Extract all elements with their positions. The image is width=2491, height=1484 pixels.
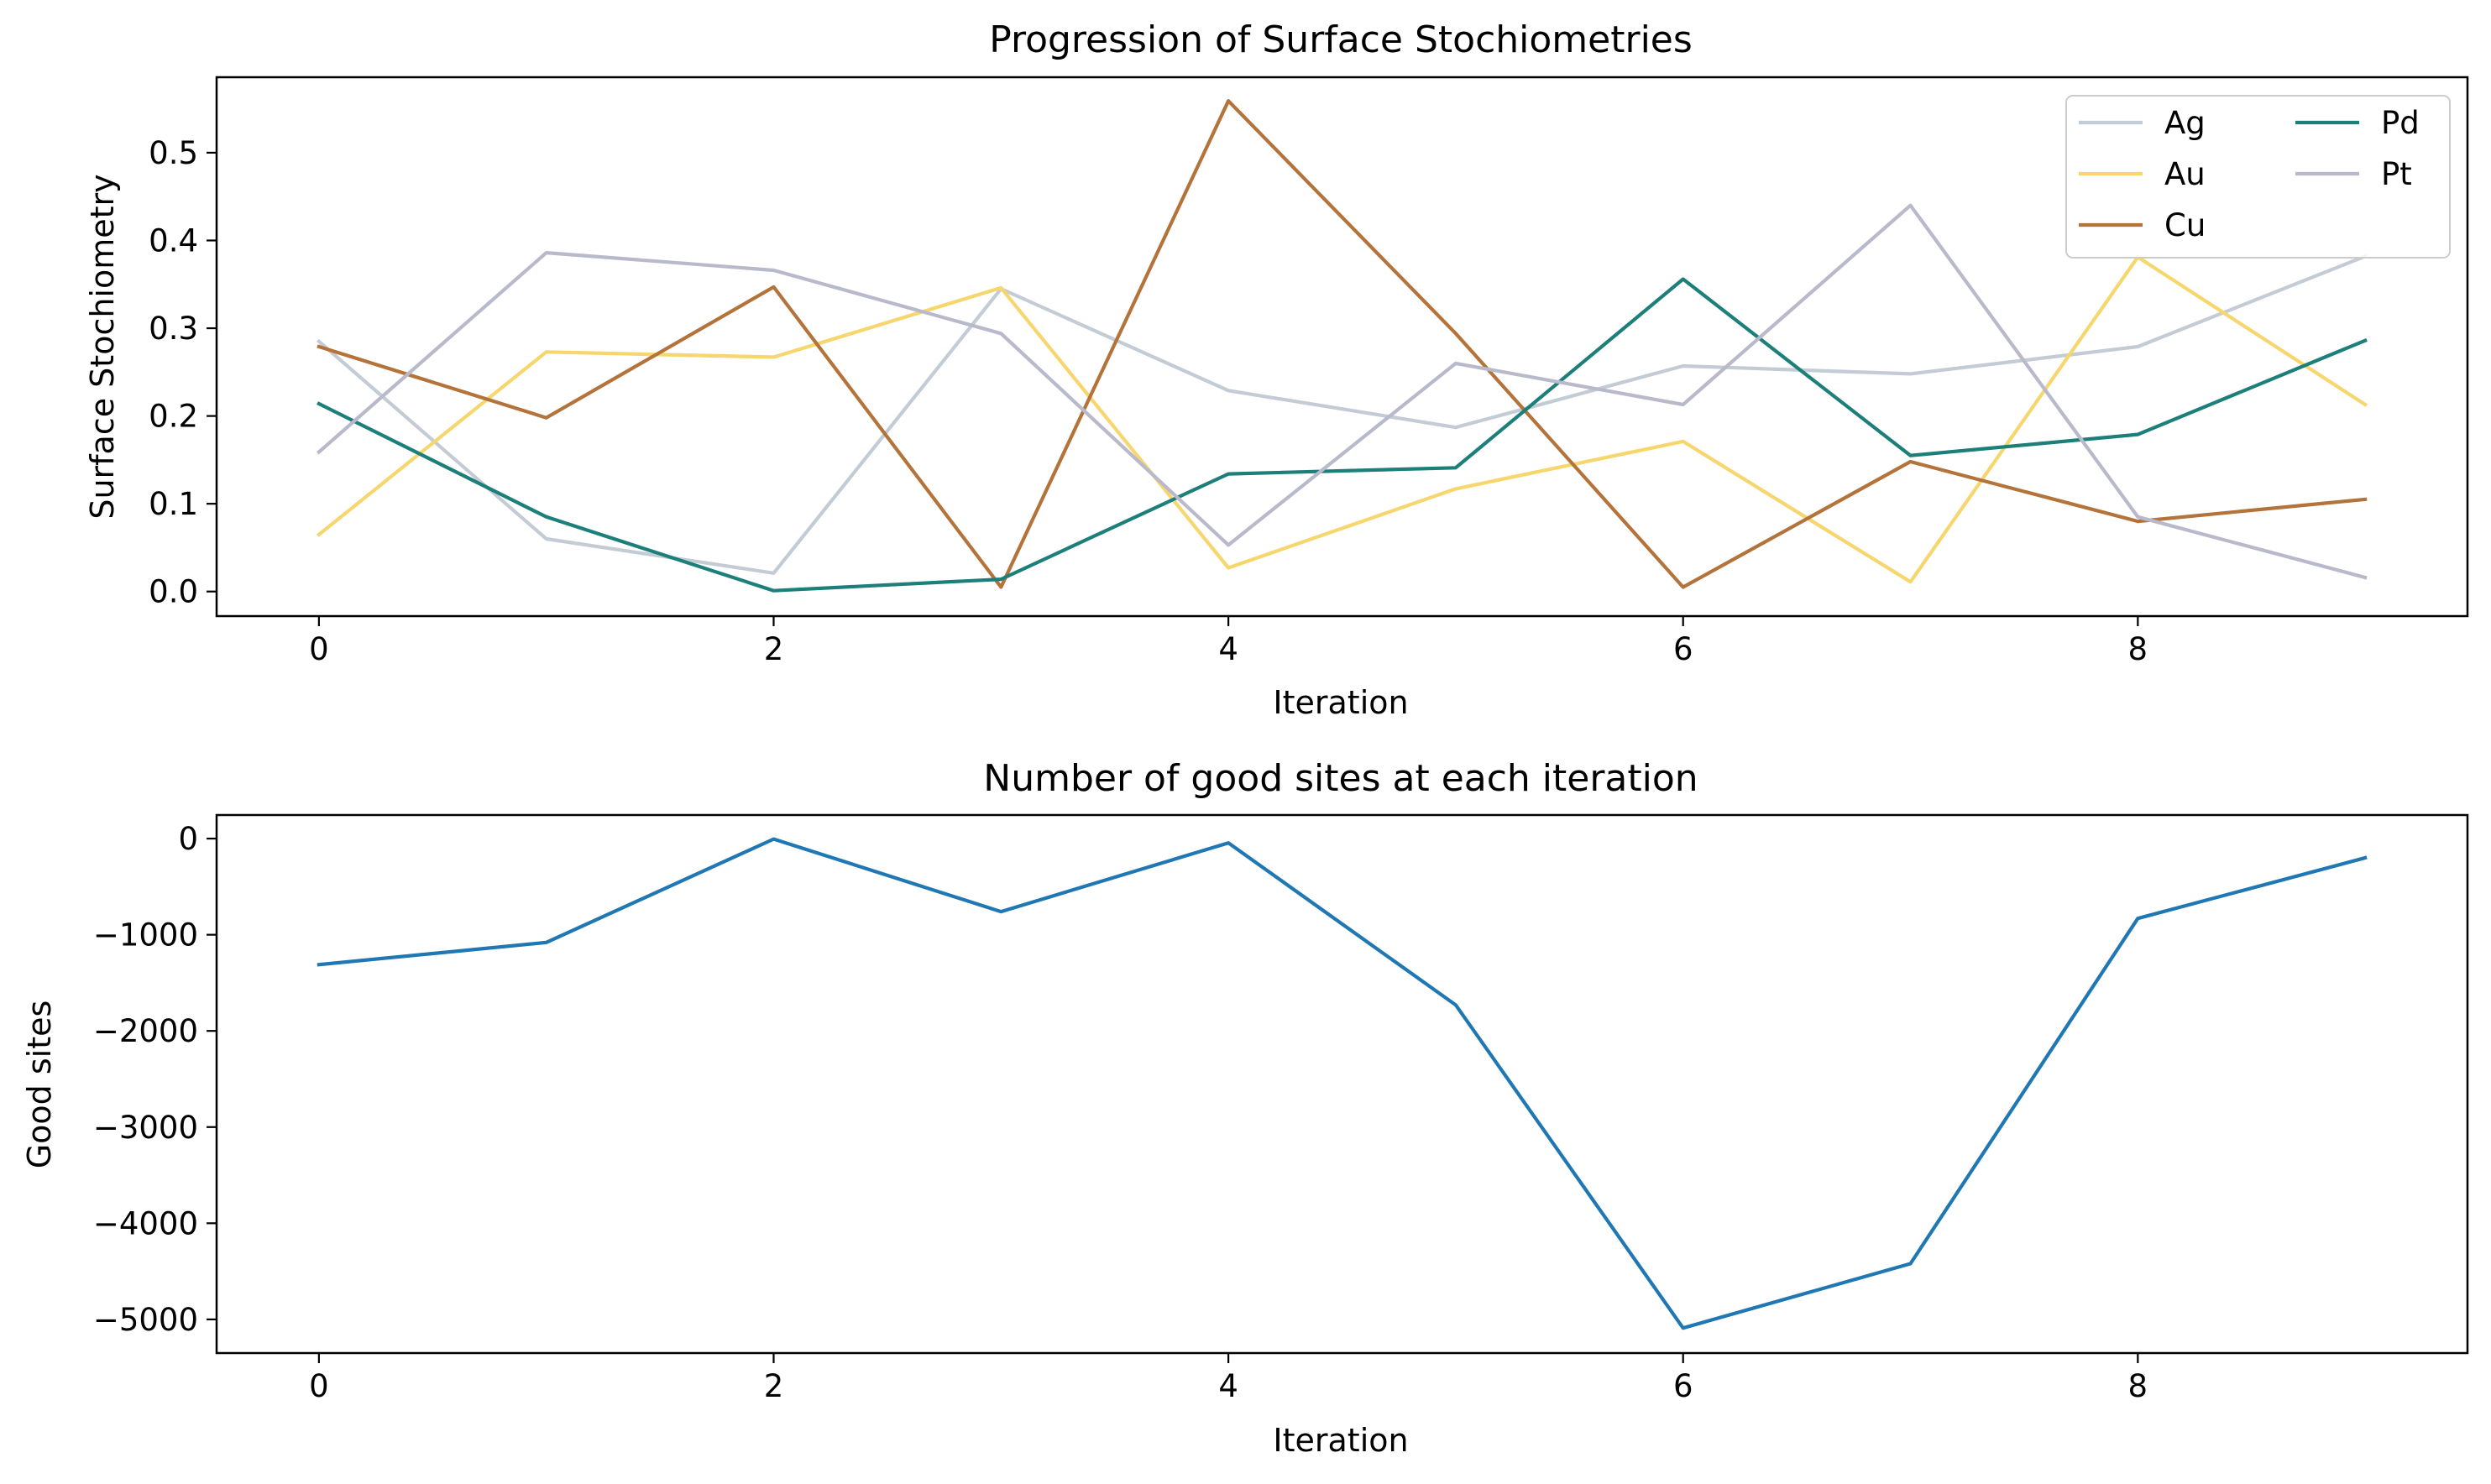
good-sites-y-tick-label: −5000 [93, 1302, 198, 1338]
stoichiometry-y-tick-label: 0.0 [149, 574, 198, 610]
stoichiometry-chart-title: Progression of Surface Stochiometries [989, 18, 1693, 61]
good-sites-x-tick-label: 8 [2128, 1368, 2148, 1404]
good-sites-y-tick-label: −3000 [93, 1110, 198, 1146]
stoichiometry-legend: Ag Au Cu Pd Pt [2065, 95, 2451, 259]
legend-label-ag: Ag [2164, 105, 2206, 141]
stoichiometry-series-pd-line [317, 277, 2368, 593]
legend-label-pt: Pt [2381, 156, 2412, 192]
good-sites-y-tick-label: −2000 [93, 1013, 198, 1049]
good-sites-y-tick-label: 0 [178, 821, 198, 857]
stoichiometry-x-tick-label: 6 [1673, 631, 1693, 667]
good-sites-x-tick-label: 2 [764, 1368, 784, 1404]
stoichiometry-x-tick-label: 8 [2128, 631, 2148, 667]
stoichiometry-series-au-line [316, 255, 2368, 584]
legend-label-au: Au [2164, 156, 2206, 192]
stoichiometry-y-tick-label: 0.4 [149, 222, 198, 259]
stoichiometry-y-axis-label: Surface Stochiometry [84, 174, 121, 519]
good-sites-x-tick-label: 6 [1673, 1368, 1693, 1404]
stoichiometry-y-tick-label: 0.5 [149, 135, 198, 171]
legend-entries: Ag Au Cu Pd Pt [2079, 105, 2420, 243]
stoichiometry-x-ticks: 0 2 4 6 8 [309, 616, 2148, 667]
good-sites-plot-frame [215, 813, 2469, 1355]
good-sites-x-axis-label: Iteration [1273, 1422, 1408, 1459]
stoichiometry-chart: Progression of Surface Stochiometries 0 2… [84, 18, 2469, 721]
good-sites-y-axis-label: Good sites [21, 1001, 58, 1169]
stoichiometry-series-cu-line [317, 99, 2368, 589]
stoichiometry-y-tick-label: 0.2 [149, 399, 198, 435]
good-sites-y-tick-label: −1000 [93, 917, 198, 954]
legend-label-pd: Pd [2381, 105, 2420, 141]
stoichiometry-y-tick-label: 0.1 [149, 486, 198, 522]
good-sites-x-ticks: 0 2 4 6 8 [309, 1353, 2148, 1404]
good-sites-y-tick-label: −4000 [93, 1205, 198, 1241]
stoichiometry-x-tick-label: 0 [309, 631, 329, 667]
good-sites-series-series-0-line [317, 837, 2368, 1330]
stoichiometry-series-group [316, 99, 2368, 593]
legend-label-cu: Cu [2164, 207, 2206, 243]
good-sites-series-group [317, 837, 2368, 1330]
good-sites-chart-title: Number of good sites at each iteration [983, 757, 1698, 800]
good-sites-y-ticks: 0 −1000 −2000 −3000 −4000 −5000 [93, 821, 217, 1338]
good-sites-x-tick-label: 0 [309, 1368, 329, 1404]
stoichiometry-x-tick-label: 4 [1218, 631, 1238, 667]
stoichiometry-y-tick-label: 0.3 [149, 311, 198, 347]
good-sites-chart: Number of good sites at each iteration 0… [21, 757, 2469, 1459]
legend-frame [2065, 95, 2451, 259]
stoichiometry-y-ticks: 0.0 0.1 0.2 0.3 0.4 0.5 [149, 135, 217, 610]
stoichiometry-x-tick-label: 2 [764, 631, 784, 667]
stoichiometry-x-axis-label: Iteration [1273, 684, 1408, 721]
stoichiometry-series-pt-line [316, 203, 2368, 580]
stoichiometry-plot-frame [215, 76, 2469, 618]
good-sites-x-tick-label: 4 [1218, 1368, 1238, 1404]
